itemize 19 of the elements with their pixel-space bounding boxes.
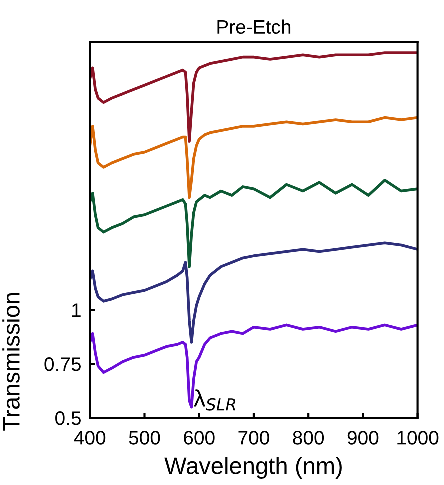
x-tick-label: 400 [74,431,106,445]
x-tick-label: 600 [184,431,215,445]
chart-title: Pre-Etch [218,20,291,34]
x-tick-label: 1000 [398,431,439,445]
line-series [90,116,418,200]
x-axis-title: Wavelength (nm) [164,457,342,480]
x-tick-label: 500 [129,431,160,445]
line-series [90,52,418,143]
y-tick-label: 0.5 [56,412,81,426]
y-tick-label: 0.75 [44,358,81,372]
line-series [90,242,418,344]
line-series [90,324,418,409]
y-tick-label: 1 [72,304,81,318]
line-series [90,179,418,268]
annotation: λ$_{SLR}$ [194,390,236,411]
x-tick-label: 900 [348,431,379,445]
x-tick-label: 800 [293,431,324,445]
x-tick-label: 700 [238,431,270,445]
y-axis-title: Transmission [2,293,20,431]
